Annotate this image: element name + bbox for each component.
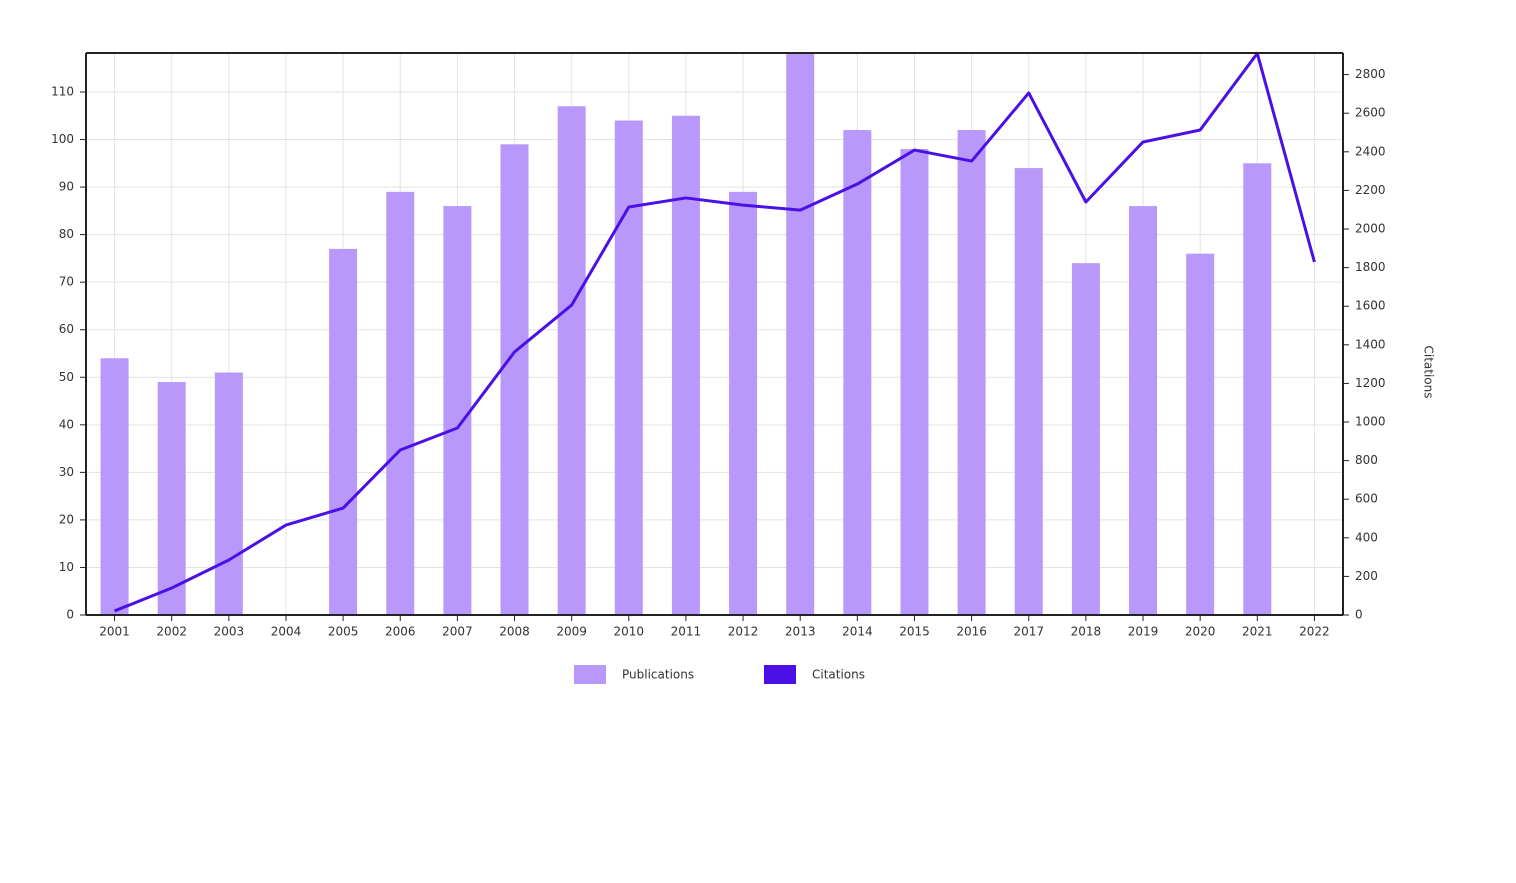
y-tick-label: 40 (59, 417, 74, 431)
bar (329, 248, 358, 615)
legend-swatch (574, 665, 606, 684)
y-tick-label: 50 (59, 370, 74, 384)
x-tick-label: 2016 (956, 625, 987, 639)
x-tick-label: 2001 (99, 625, 130, 639)
y-tick-label: 10 (59, 560, 74, 574)
bar (500, 144, 529, 615)
bar (729, 191, 758, 615)
y-tick-label: 20 (59, 512, 74, 526)
y2-tick-label: 2800 (1355, 67, 1386, 81)
bar (1243, 163, 1272, 615)
x-tick-label: 2018 (1071, 625, 1102, 639)
y2-tick-label: 200 (1355, 569, 1378, 583)
y-tick-label: 100 (51, 132, 74, 146)
x-tick-label: 2010 (614, 625, 645, 639)
legend-swatch (764, 665, 796, 684)
bar (214, 372, 243, 615)
x-tick-label: 2019 (1128, 625, 1159, 639)
bar (1071, 263, 1100, 615)
y2-tick-label: 1800 (1355, 260, 1386, 274)
y-tick-label: 110 (51, 84, 74, 98)
y2-tick-label: 0 (1355, 608, 1363, 622)
bar (786, 53, 815, 615)
x-tick-label: 2020 (1185, 625, 1216, 639)
x-tick-label: 2012 (728, 625, 759, 639)
y-tick-label: 0 (66, 608, 74, 622)
x-tick-label: 2008 (499, 625, 530, 639)
bar (557, 106, 586, 615)
x-tick-label: 2022 (1299, 625, 1330, 639)
bar (900, 149, 929, 615)
x-tick-label: 2013 (785, 625, 816, 639)
x-tick-label: 2014 (842, 625, 873, 639)
legend-label: Publications (622, 668, 694, 682)
x-tick-label: 2021 (1242, 625, 1273, 639)
bar (1129, 206, 1158, 615)
bar (157, 382, 186, 615)
y2-tick-label: 1000 (1355, 415, 1386, 429)
x-tick-label: 2007 (442, 625, 473, 639)
y-tick-label: 70 (59, 275, 74, 289)
y2-tick-label: 600 (1355, 492, 1378, 506)
y2-tick-label: 1200 (1355, 376, 1386, 390)
y2-tick-label: 1600 (1355, 299, 1386, 313)
x-tick-label: 2009 (556, 625, 587, 639)
bar (386, 191, 415, 615)
bar (443, 206, 472, 615)
bar (100, 358, 129, 615)
legend-label: Citations (812, 668, 865, 682)
y-tick-label: 90 (59, 180, 74, 194)
x-tick-label: 2004 (271, 625, 302, 639)
y-tick-label: 30 (59, 465, 74, 479)
y2-tick-label: 2400 (1355, 144, 1386, 158)
x-tick-label: 2015 (899, 625, 930, 639)
x-tick-label: 2017 (1013, 625, 1044, 639)
y2-tick-label: 2600 (1355, 106, 1386, 120)
line (114, 51, 1316, 613)
y2-tick-label: 800 (1355, 453, 1378, 467)
y2-tick-label: 1400 (1355, 337, 1386, 351)
bar (1186, 253, 1215, 615)
y2-tick-label: 2200 (1355, 183, 1386, 197)
y2-tick-label: 2000 (1355, 222, 1386, 236)
y-tick-label: 60 (59, 322, 74, 336)
x-tick-label: 2005 (328, 625, 359, 639)
y2-axis-label: Citations (1422, 345, 1436, 398)
bar (671, 115, 700, 615)
bar (614, 120, 643, 615)
bar (1014, 168, 1043, 615)
x-tick-label: 2006 (385, 625, 416, 639)
x-tick-label: 2011 (671, 625, 702, 639)
y-tick-label: 80 (59, 227, 74, 241)
y2-tick-label: 400 (1355, 530, 1378, 544)
bar (843, 130, 872, 615)
x-tick-label: 2003 (214, 625, 245, 639)
x-tick-label: 2002 (156, 625, 187, 639)
bar (957, 130, 986, 615)
